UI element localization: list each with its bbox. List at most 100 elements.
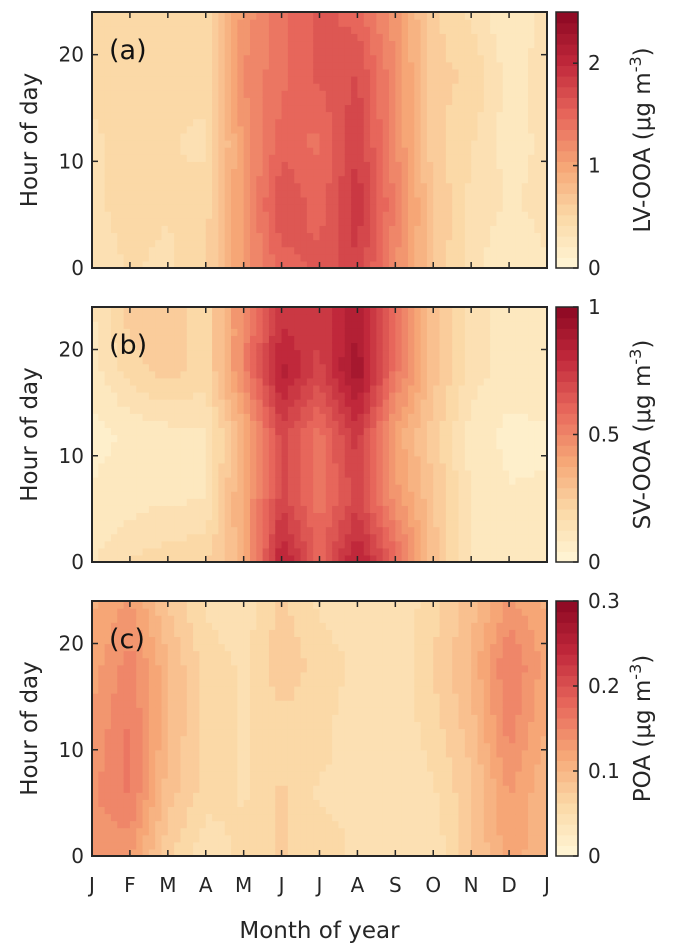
heat-cell	[136, 68, 144, 77]
heat-cell	[370, 533, 377, 542]
heat-cell	[92, 526, 99, 535]
heat-cell	[502, 118, 510, 127]
heat-cell	[117, 519, 125, 528]
heat-cell	[92, 434, 99, 443]
heat-cell	[477, 218, 485, 226]
heat-cell	[414, 12, 422, 20]
heat-cell	[389, 90, 396, 98]
heat-cell	[534, 26, 542, 34]
heat-cell	[407, 384, 415, 393]
heat-cell	[186, 512, 194, 521]
heat-cell	[313, 239, 321, 248]
heat-cell	[332, 420, 340, 429]
heat-cell	[294, 61, 302, 70]
heat-cell	[515, 132, 523, 141]
heat-cell	[199, 392, 207, 400]
heat-cell	[528, 218, 535, 226]
heat-cell	[464, 189, 472, 198]
heat-cell	[104, 168, 112, 177]
heat-cell	[483, 505, 491, 514]
heat-cell	[433, 204, 441, 212]
heat-cell	[477, 314, 485, 322]
heat-cell	[218, 370, 226, 379]
heat-cell	[161, 47, 169, 56]
heat-cell	[281, 363, 289, 372]
heat-cell	[357, 196, 365, 205]
heat-cell	[357, 140, 365, 148]
heat-cell	[540, 182, 548, 191]
heat-cell	[395, 321, 403, 329]
heat-cell	[287, 406, 295, 414]
heat-cell	[104, 246, 112, 255]
heat-cell	[237, 448, 245, 457]
heat-cell	[262, 363, 270, 372]
heat-cell	[148, 547, 156, 556]
heat-cell	[98, 526, 106, 535]
heat-cell	[344, 68, 352, 77]
heat-cell	[193, 342, 201, 351]
heat-cell	[471, 377, 479, 386]
heat-cell	[180, 519, 188, 528]
heat-cell	[445, 307, 453, 315]
heat-cell	[256, 260, 264, 269]
heat-cell	[433, 307, 441, 315]
heat-cell	[395, 462, 403, 471]
heat-cell	[281, 328, 289, 336]
heat-cell	[129, 455, 137, 464]
heat-cell	[92, 547, 99, 556]
heat-cell	[382, 239, 390, 248]
heat-cell	[401, 356, 409, 365]
heat-cell	[496, 125, 504, 134]
heat-cell	[344, 448, 352, 457]
heat-cell	[92, 491, 99, 499]
heat-cell	[433, 147, 441, 155]
heat-cell	[98, 349, 106, 358]
heat-cell	[199, 168, 207, 177]
heat-cell	[382, 19, 390, 27]
heat-cell	[401, 314, 409, 322]
heat-cell	[477, 132, 485, 141]
heat-cell	[395, 441, 403, 450]
heat-cell	[370, 26, 377, 34]
heat-cell	[148, 140, 156, 148]
heat-cell	[92, 469, 99, 478]
heat-cell	[98, 540, 106, 549]
heat-cell	[502, 125, 510, 134]
heat-cell	[249, 111, 257, 120]
heat-cell	[142, 132, 150, 141]
heat-cell	[92, 196, 99, 205]
heat-cell	[483, 399, 491, 407]
heat-cell	[382, 455, 390, 464]
heat-cell	[313, 154, 321, 162]
heat-cell	[256, 526, 264, 535]
heat-cell	[464, 33, 472, 42]
heat-cell	[231, 182, 238, 191]
heat-cell	[464, 328, 472, 336]
heat-cell	[129, 12, 137, 20]
heat-cell	[287, 246, 295, 255]
heat-cell	[287, 196, 295, 205]
heat-cell	[287, 68, 295, 77]
heat-cell	[224, 260, 232, 269]
heat-cell	[256, 434, 264, 443]
heat-cell	[193, 154, 201, 162]
heat-cell	[458, 377, 466, 386]
heat-cell	[452, 33, 460, 42]
heat-cell	[382, 118, 390, 127]
heat-cell	[439, 12, 447, 20]
heat-cell	[389, 76, 396, 84]
heat-cell	[237, 406, 245, 414]
heat-cell	[420, 26, 428, 34]
heat-cell	[92, 314, 99, 322]
heat-cell	[439, 335, 447, 344]
heat-cell	[344, 239, 352, 248]
heat-cell	[471, 505, 479, 514]
heat-cell	[332, 547, 340, 556]
heat-cell	[174, 161, 182, 170]
heat-cell	[237, 118, 245, 127]
heat-cell	[294, 140, 302, 148]
heat-cell	[471, 356, 479, 365]
heat-cell	[325, 491, 333, 499]
heat-cell	[136, 484, 144, 492]
heat-cell	[420, 321, 428, 329]
